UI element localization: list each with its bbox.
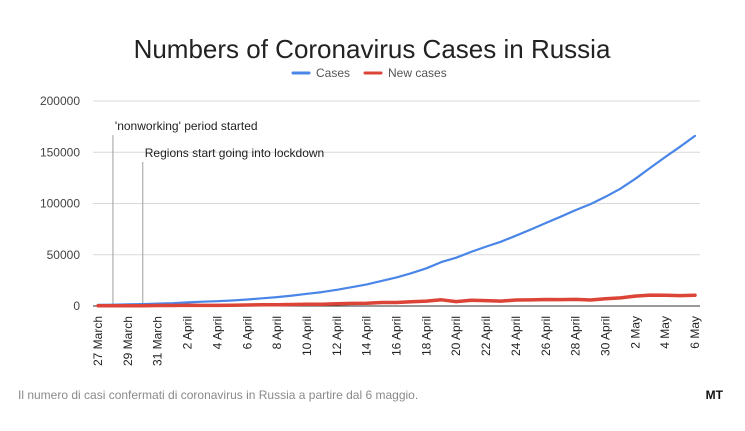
x-tick-label: 24 April <box>509 316 523 356</box>
x-tick-label: 29 March <box>121 316 135 366</box>
y-tick-label: 100000 <box>40 197 80 211</box>
x-tick-label: 22 April <box>479 316 493 356</box>
legend-label: Cases <box>316 66 350 80</box>
x-tick-label: 31 March <box>151 316 165 366</box>
chart-caption: Il numero di casi confermati di coronavi… <box>18 388 419 402</box>
x-tick-label: 8 April <box>270 316 284 349</box>
chart-legend: Cases New cases <box>291 66 447 80</box>
x-tick-label: 30 April <box>598 316 612 356</box>
annotation-label: 'nonworking' period started <box>115 119 258 133</box>
annotation-label: Regions start going into lockdown <box>145 146 324 160</box>
y-tick-label: 150000 <box>40 145 80 159</box>
x-tick-label: 26 April <box>539 316 553 356</box>
x-tick-label: 20 April <box>449 316 463 356</box>
x-tick-label: 6 May <box>688 316 702 349</box>
x-tick-label: 18 April <box>419 316 433 356</box>
x-axis: 27 March 29 March 31 March 2 April 4 April 6 … <box>91 316 702 366</box>
x-tick-label: 10 April <box>300 316 314 356</box>
x-tick-label: 4 April <box>210 316 224 349</box>
caption-bar: Il numero di casi confermati di coronavi… <box>0 375 745 431</box>
x-tick-label: 16 April <box>390 316 404 356</box>
y-tick-label: 200000 <box>40 94 80 108</box>
chart-lines <box>96 134 697 308</box>
series-line-new-cases <box>96 293 697 308</box>
chart-container: Numbers of Coronavirus Cases in Russia C… <box>40 34 702 366</box>
x-tick-label: 14 April <box>360 316 374 356</box>
x-tick-label: 2 May <box>628 316 642 349</box>
y-axis: 0 50000 100000 150000 200000 <box>40 94 80 313</box>
legend-label: New cases <box>388 66 447 80</box>
y-tick-label: 0 <box>73 299 80 313</box>
y-tick-label: 50000 <box>47 248 81 262</box>
x-tick-label: 27 March <box>91 316 105 366</box>
source-logo: MT <box>705 388 723 402</box>
x-tick-label: 28 April <box>569 316 583 356</box>
chart-svg: Numbers of Coronavirus Cases in Russia C… <box>40 34 702 366</box>
x-tick-label: 6 April <box>240 316 254 349</box>
x-tick-label: 12 April <box>330 316 344 356</box>
chart-annotations: 'nonworking' period started Regions start… <box>112 119 324 306</box>
series-line-cases <box>96 134 697 306</box>
x-tick-label: 2 April <box>181 316 195 349</box>
x-tick-label: 4 May <box>658 316 672 349</box>
chart-title: Numbers of Coronavirus Cases in Russia <box>134 34 611 64</box>
